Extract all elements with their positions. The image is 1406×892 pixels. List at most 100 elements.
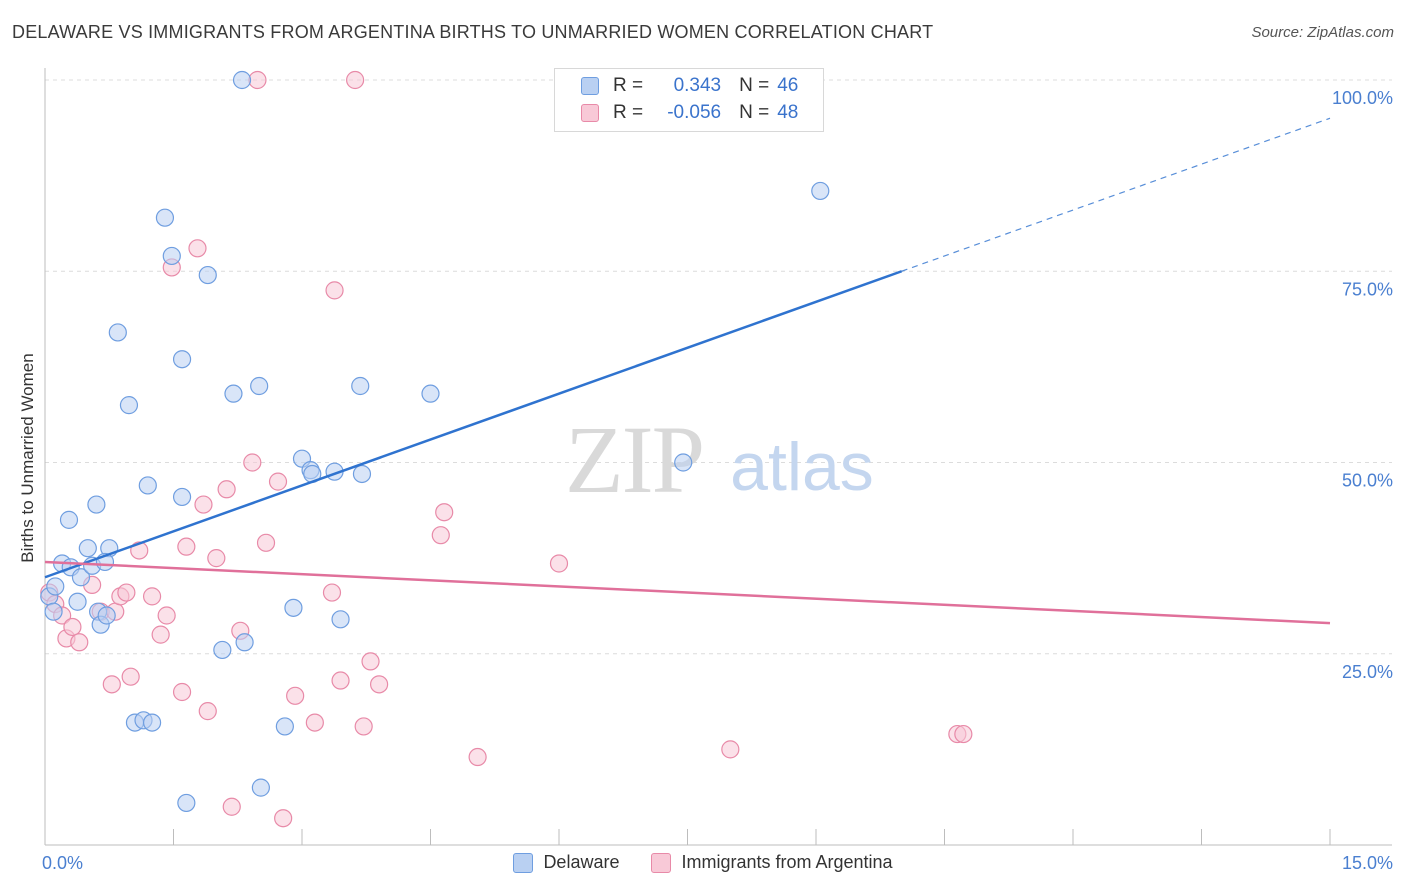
argentina-point — [177, 537, 196, 556]
delaware-point — [97, 606, 116, 625]
y-tick-label: 25.0% — [1342, 662, 1393, 682]
argentina-point — [435, 503, 454, 522]
delaware-point — [232, 70, 252, 90]
axes — [44, 68, 1392, 846]
stats-legend: R = 0.343 N = 46 R = -0.056 N = 48 — [554, 68, 824, 132]
argentina-point — [142, 587, 162, 606]
legend-r-label: R = — [613, 75, 644, 96]
argentina-point — [354, 717, 373, 736]
delaware-point — [78, 539, 97, 558]
trend-lines — [44, 117, 1331, 625]
argentina-points — [40, 70, 973, 828]
legend-item-delaware[interactable]: Delaware — [513, 852, 619, 873]
delaware-point — [251, 778, 270, 797]
delaware-point — [198, 265, 217, 285]
argentina-point — [194, 495, 213, 514]
legend-swatch-delaware — [581, 77, 599, 95]
argentina-point — [256, 533, 276, 552]
argentina-point — [346, 70, 365, 90]
series-legend: Delaware Immigrants from Argentina — [0, 852, 1406, 873]
argentina-point — [207, 549, 226, 568]
argentina-point — [268, 472, 288, 491]
delaware-point — [172, 487, 192, 507]
delaware-point — [138, 476, 157, 495]
delaware-point — [674, 453, 693, 472]
delaware-point — [155, 208, 175, 227]
argentina-point — [322, 583, 342, 602]
argentina-point — [157, 606, 176, 625]
legend-r-label: R = — [613, 102, 644, 123]
delaware-point — [68, 592, 87, 611]
legend-swatch-delaware — [513, 852, 534, 873]
delaware-point — [87, 495, 106, 514]
delaware-trend-extension — [901, 117, 1331, 272]
legend-n-label: N = — [739, 75, 770, 96]
delaware-point — [177, 793, 196, 813]
legend-swatch-argentina — [651, 852, 672, 873]
argentina-point — [274, 809, 293, 828]
delaware-point — [224, 384, 243, 403]
watermark-atlas: atlas — [730, 429, 874, 505]
delaware-point — [108, 323, 127, 342]
y-tick-label: 75.0% — [1342, 279, 1393, 299]
argentina-point — [549, 554, 569, 573]
delaware-point — [59, 510, 79, 529]
argentina-point — [121, 667, 140, 686]
argentina-point — [431, 526, 450, 545]
legend-n-argentina: 48 — [777, 102, 799, 123]
x-tick-label: 0.0% — [42, 853, 83, 873]
legend-r-argentina: -0.056 — [667, 102, 722, 123]
argentina-point — [222, 797, 241, 816]
argentina-point — [198, 702, 217, 721]
delaware-point — [811, 181, 830, 201]
argentina-point — [63, 617, 82, 637]
chart-title: DELAWARE VS IMMIGRANTS FROM ARGENTINA BI… — [12, 22, 934, 42]
argentina-point — [954, 724, 973, 744]
delaware-trend-line — [44, 270, 903, 579]
argentina-trend-line — [44, 560, 1331, 625]
argentina-point — [151, 625, 170, 644]
argentina-point — [248, 70, 267, 90]
delaware-point — [275, 717, 294, 736]
delaware-point — [250, 376, 269, 396]
delaware-point — [352, 464, 372, 484]
legend-n-label: N = — [739, 102, 770, 123]
y-tick-label: 100.0% — [1332, 88, 1393, 108]
delaware-points — [40, 70, 830, 813]
argentina-point — [70, 633, 89, 652]
gridlines — [45, 79, 1392, 655]
argentina-point — [361, 652, 380, 671]
delaware-point — [44, 602, 63, 621]
delaware-point — [213, 640, 232, 660]
legend-r-delaware: 0.343 — [673, 75, 722, 96]
legend-row-delaware: R = 0.343 N = 46 — [555, 73, 798, 99]
delaware-point — [46, 577, 65, 596]
legend-item-argentina[interactable]: Immigrants from Argentina — [651, 852, 893, 873]
argentina-point — [468, 747, 487, 767]
delaware-point — [119, 396, 139, 415]
argentina-point — [243, 453, 262, 472]
delaware-point — [142, 713, 162, 732]
legend-n-delaware: 46 — [777, 75, 799, 96]
tick-labels: 25.0% 50.0% 75.0% 100.0% 0.0% 15.0% — [42, 88, 1393, 873]
delaware-point — [284, 598, 303, 617]
argentina-point — [188, 239, 207, 258]
argentina-point — [331, 671, 350, 690]
delaware-point — [331, 610, 350, 629]
delaware-point — [235, 633, 254, 652]
legend-swatch-argentina — [581, 104, 599, 122]
source-label: Source: ZipAtlas.com — [1251, 24, 1394, 41]
y-tick-label: 50.0% — [1342, 471, 1393, 491]
argentina-point — [325, 281, 344, 300]
argentina-point — [370, 675, 389, 694]
argentina-point — [172, 682, 192, 702]
delaware-point — [71, 568, 91, 587]
delaware-point — [172, 350, 192, 369]
x-tick-label: 15.0% — [1342, 853, 1393, 873]
argentina-point — [721, 740, 740, 759]
argentina-point — [286, 686, 305, 705]
legend-label-delaware: Delaware — [543, 852, 620, 872]
argentina-point — [305, 713, 324, 732]
delaware-point — [421, 384, 440, 403]
